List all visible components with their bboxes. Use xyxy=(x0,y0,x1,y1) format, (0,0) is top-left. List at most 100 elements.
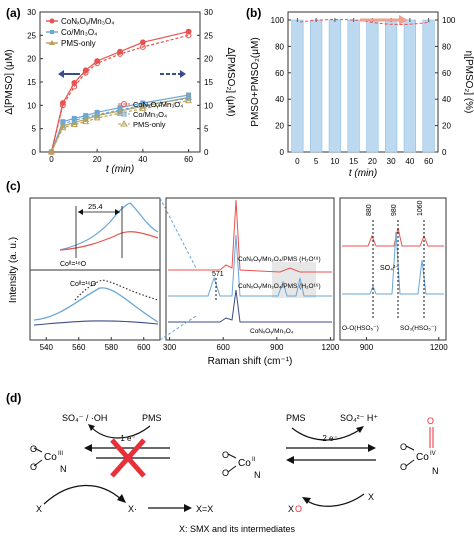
a-xtick-label: 20 xyxy=(93,155,102,164)
d-o2: O xyxy=(30,462,37,472)
c-xtick-label: 1200 xyxy=(322,343,340,352)
a-point xyxy=(47,148,55,155)
a-ytick-right-label: 0 xyxy=(204,148,209,157)
a-xtick-label: 60 xyxy=(184,155,193,164)
legend-solid-0: CoNₓOᵧ/Mn₃O₄ xyxy=(61,17,115,26)
c-left-bottom-frame xyxy=(29,269,161,341)
b-xtick-label: 15 xyxy=(349,157,358,166)
d-co3: Co xyxy=(44,452,57,463)
panel-b-label: (b) xyxy=(246,6,261,20)
d-co4-sup: IV xyxy=(430,451,436,457)
c-xlabel: Raman shift (cm⁻¹) xyxy=(208,356,293,367)
c-xtick-label: 540 xyxy=(40,343,54,352)
c-left-top-red xyxy=(59,231,159,251)
d-cross-b xyxy=(110,438,146,478)
panel-c: Intensity (a. u.) 25.4 Coᴵᴵ=¹⁸O Coᴵᴵ=¹⁶O… xyxy=(8,197,448,367)
legend-dashed-0: CoNₓOᵧ/Mn₃O₄ xyxy=(133,100,183,109)
d-one-e: 1 e⁻ xyxy=(120,434,135,443)
c-xtick-label: 600 xyxy=(217,343,231,352)
a-point xyxy=(94,112,100,118)
c-xtick-label: 300 xyxy=(163,343,177,352)
b-bar xyxy=(403,19,416,153)
panel-a-yticks-right: 0 5 10 15 20 25 30 xyxy=(197,8,213,157)
a-ytick-left-label: 5 xyxy=(32,125,37,134)
c-co16: Coᴵᴵ=¹⁶O xyxy=(70,281,97,288)
legend-dashed-2: PMS-only xyxy=(133,120,166,129)
d-so4-h: SO₄²⁻ H⁺ xyxy=(340,413,378,423)
d-curve-bottom-left xyxy=(43,484,123,505)
a-point xyxy=(59,102,66,109)
a-point xyxy=(185,97,193,104)
a-point xyxy=(139,104,147,112)
legend-solid-2: PMS-only xyxy=(61,39,96,48)
c-right-frame xyxy=(339,197,447,341)
d-x-right: X xyxy=(368,492,374,502)
d-xo-x: X xyxy=(288,504,294,514)
b-ytick-left-label: 80 xyxy=(275,42,284,51)
c-mid-xticks: 300 600 900 1200 xyxy=(163,337,340,352)
c-trace-1: CoNₓOᵧ/Mn₃O₄/PMS (H₂O¹⁶) xyxy=(238,283,321,290)
b-xtick-label: 40 xyxy=(405,157,414,166)
a-ytick-right-label: 10 xyxy=(204,101,213,110)
b-ytick-left-label: 0 xyxy=(280,148,285,157)
d-co2: Co xyxy=(238,458,251,469)
a-ytick-right-label: 30 xyxy=(204,8,213,17)
c-so4: SO₄²⁻ xyxy=(380,265,399,272)
legend-marker-red xyxy=(49,18,55,24)
c-mid-highlight xyxy=(272,262,316,298)
legend-solid-1: Co/Mn₃O₄ xyxy=(61,28,97,37)
legend-marker-blue xyxy=(50,30,54,34)
right-arrow-head xyxy=(180,70,186,78)
d-so4-oh: SO₄⁻ / ·OH xyxy=(62,413,107,423)
b-ytick-left-label: 100 xyxy=(271,16,285,25)
a-point xyxy=(117,107,123,113)
b-bar xyxy=(422,19,435,153)
d-pms-right: PMS xyxy=(286,413,306,423)
b-bar xyxy=(328,19,341,153)
b-xtick-label: 5 xyxy=(314,157,319,166)
panel-b-bars xyxy=(291,18,435,153)
c-xtick-label: 580 xyxy=(105,343,119,352)
a-point xyxy=(94,60,101,67)
panel-b-xticks: 0 5 10 15 20 30 40 60 xyxy=(295,157,433,166)
d-co4: Co xyxy=(416,452,429,463)
panel-d: O O Co III N SO₄⁻ / ·OH PMS 1 e⁻ O O Co … xyxy=(30,413,439,534)
d-two-e: 2 e⁻ xyxy=(322,434,337,443)
d-o6: O xyxy=(400,462,407,472)
b-ytick-left-label: 60 xyxy=(275,69,284,78)
a-point xyxy=(140,102,146,108)
d-n1: N xyxy=(60,464,67,474)
d-o4: O xyxy=(222,468,229,478)
a-ytick-right-label: 5 xyxy=(204,125,209,134)
d-co2-sup: II xyxy=(252,457,256,463)
a-ytick-right-label: 25 xyxy=(204,31,213,40)
c-xtick-label: 560 xyxy=(72,343,86,352)
a-point xyxy=(117,51,123,57)
legend-marker-olive xyxy=(49,40,55,45)
a-xtick-label: 40 xyxy=(138,155,147,164)
d-caption: X: SMX and its intermediates xyxy=(179,524,296,534)
b-bar xyxy=(347,19,360,153)
b-bar xyxy=(291,19,304,153)
a-xtick-label: 0 xyxy=(49,155,54,164)
panel-a-ylabel-right: Δ[PMSO₂] (μM) xyxy=(225,47,236,116)
panel-a-xlabel: t (min) xyxy=(106,164,134,175)
c-oo: O-O(HSO₅⁻) xyxy=(342,325,379,332)
a-series-line xyxy=(50,100,189,153)
b-ytick-right-label: 0 xyxy=(442,148,447,157)
d-curve-top-left xyxy=(89,425,151,439)
d-o5: O xyxy=(400,442,407,452)
d-n3: N xyxy=(432,466,439,476)
b-ytick-left-label: 40 xyxy=(275,95,284,104)
c-shift-label: 25.4 xyxy=(88,202,103,211)
a-ytick-left-label: 10 xyxy=(27,101,36,110)
c-peak-980: 980 xyxy=(391,204,398,216)
a-point xyxy=(186,95,192,101)
a-point xyxy=(71,83,78,90)
panel-b-frame xyxy=(287,11,439,153)
c-left-top-blue xyxy=(59,202,159,251)
c-peak571: 571 xyxy=(212,271,224,278)
panel-a-label: (a) xyxy=(6,6,21,20)
d-pms-left: PMS xyxy=(142,413,162,423)
panel-b: PMSO+PMSO₂(μM) η[PMSO₂] (%) t (min) 0 20 4… xyxy=(250,11,474,179)
